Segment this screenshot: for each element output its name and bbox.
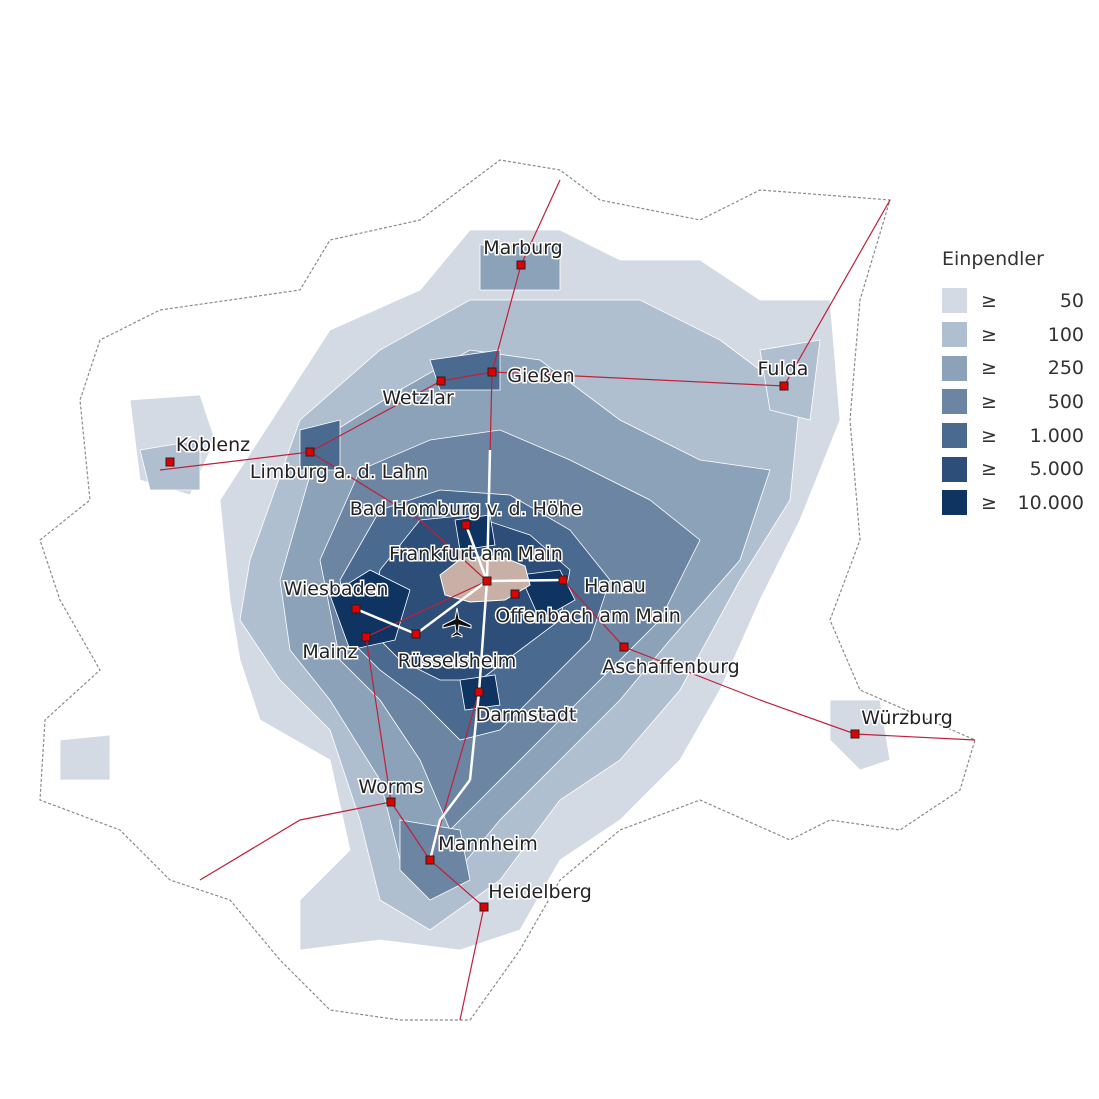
- legend-item: ≥10.000: [942, 486, 1092, 520]
- legend-item: ≥250: [942, 351, 1092, 385]
- highway: [464, 524, 489, 781]
- city-label: Heidelberg: [488, 881, 592, 903]
- city-label: Wiesbaden: [284, 578, 389, 600]
- city-marker: [436, 376, 446, 386]
- legend-item: ≥50: [942, 284, 1092, 318]
- city-marker: [487, 367, 497, 377]
- highway: [355, 578, 564, 636]
- city-marker: [619, 642, 629, 652]
- legend-value: 500: [1047, 390, 1084, 413]
- legend-swatch: [942, 389, 967, 415]
- city-label: Aschaffenburg: [602, 656, 740, 678]
- city-label: Gießen: [507, 365, 574, 387]
- zone-class-1: [759, 339, 821, 421]
- city-marker: [351, 604, 361, 614]
- city-label: Fulda: [758, 358, 809, 380]
- city-label: Darmstadt: [476, 704, 577, 726]
- legend-swatch: [942, 490, 967, 516]
- legend-symbol: ≥: [981, 357, 997, 380]
- legend-symbol: ≥: [981, 491, 997, 514]
- legend-symbol: ≥: [981, 424, 997, 447]
- city-marker: [516, 260, 526, 270]
- city-marker: [510, 589, 520, 599]
- city-marker: [482, 576, 492, 586]
- legend-item: ≥100: [942, 318, 1092, 352]
- city-marker: [361, 632, 371, 642]
- city-label: Würzburg: [861, 707, 953, 729]
- legend-swatch: [942, 423, 967, 449]
- highway: [428, 779, 471, 861]
- zone-class-0: [59, 734, 111, 781]
- city-marker: [779, 381, 789, 391]
- city-label: Mainz: [302, 641, 357, 663]
- city-marker: [386, 797, 396, 807]
- city-marker: [461, 520, 471, 530]
- city-label: Rüsselsheim: [398, 650, 517, 672]
- legend: Einpendler ≥50 ≥100 ≥250 ≥500 ≥1.000 ≥5.000 ≥1…: [942, 248, 1092, 520]
- city-label: Bad Homburg v. d. Höhe: [350, 498, 583, 520]
- city-label: Frankfurt am Main: [389, 543, 563, 565]
- legend-title: Einpendler: [942, 248, 1044, 270]
- legend-item: ≥500: [942, 385, 1092, 419]
- city-label: Limburg a. d. Lahn: [250, 461, 428, 483]
- city-marker: [474, 687, 484, 697]
- city-marker: [305, 447, 315, 457]
- zone-class-0: [829, 699, 891, 771]
- city-marker: [558, 575, 568, 585]
- legend-item: ≥5.000: [942, 452, 1092, 486]
- legend-value: 1.000: [1029, 424, 1084, 447]
- city-marker: [425, 855, 435, 865]
- legend-value: 50: [1059, 289, 1084, 312]
- zone-class-6: [329, 569, 411, 651]
- railway-line: [365, 580, 488, 1021]
- legend-value: 10.000: [1017, 491, 1084, 514]
- railway-line: [199, 801, 392, 881]
- city-label: Marburg: [483, 237, 563, 259]
- city-label: Mannheim: [438, 833, 538, 855]
- legend-swatch: [942, 355, 967, 381]
- city-label: Hanau: [584, 575, 646, 597]
- legend-symbol: ≥: [981, 323, 997, 346]
- city-marker: [850, 729, 860, 739]
- city-label: Offenbach am Main: [495, 605, 681, 627]
- legend-symbol: ≥: [981, 289, 997, 312]
- city-label: Worms: [358, 776, 423, 798]
- legend-item: ≥1.000: [942, 419, 1092, 453]
- city-marker: [411, 629, 421, 639]
- legend-value: 100: [1047, 323, 1084, 346]
- city-label: Wetzlar: [382, 387, 454, 409]
- legend-symbol: ≥: [981, 458, 997, 481]
- legend-value: 5.000: [1029, 458, 1084, 481]
- legend-swatch: [942, 322, 967, 348]
- legend-value: 250: [1047, 357, 1084, 380]
- city-marker: [165, 457, 175, 467]
- highways: [355, 449, 564, 861]
- legend-swatch: [942, 288, 967, 314]
- highway: [485, 449, 492, 582]
- city-marker: [479, 902, 489, 912]
- legend-swatch: [942, 456, 967, 482]
- legend-symbol: ≥: [981, 390, 997, 413]
- airplane-icon: [442, 607, 472, 638]
- city-label: Koblenz: [176, 434, 250, 456]
